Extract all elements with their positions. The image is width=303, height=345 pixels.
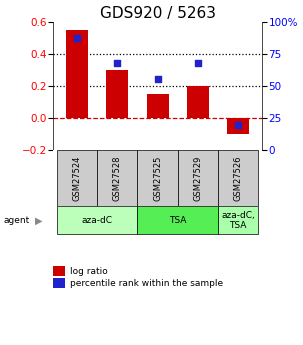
Text: TSA: TSA <box>169 216 186 225</box>
Bar <box>138 206 218 235</box>
Bar <box>178 150 218 206</box>
Point <box>155 76 160 81</box>
Bar <box>138 150 178 206</box>
Text: log ratio: log ratio <box>70 267 108 276</box>
Point <box>115 61 120 66</box>
Text: agent: agent <box>3 216 29 225</box>
Text: GSM27526: GSM27526 <box>234 156 242 201</box>
Bar <box>57 150 97 206</box>
Text: GSM27529: GSM27529 <box>193 156 202 201</box>
Bar <box>187 87 209 118</box>
Point <box>195 61 200 66</box>
Bar <box>57 206 138 235</box>
Bar <box>227 118 249 135</box>
Text: GSM27528: GSM27528 <box>113 156 122 201</box>
Bar <box>218 206 258 235</box>
Bar <box>106 70 128 118</box>
Bar <box>97 150 138 206</box>
Bar <box>218 150 258 206</box>
Point <box>235 122 240 128</box>
Bar <box>147 95 168 118</box>
Text: GSM27524: GSM27524 <box>73 156 82 201</box>
Text: percentile rank within the sample: percentile rank within the sample <box>70 279 223 288</box>
Text: aza-dC: aza-dC <box>82 216 113 225</box>
Text: GSM27525: GSM27525 <box>153 156 162 201</box>
Point <box>75 35 80 41</box>
Bar <box>66 30 88 118</box>
Text: ▶: ▶ <box>35 216 42 226</box>
Title: GDS920 / 5263: GDS920 / 5263 <box>100 6 215 21</box>
Text: aza-dC,
TSA: aza-dC, TSA <box>221 211 255 230</box>
